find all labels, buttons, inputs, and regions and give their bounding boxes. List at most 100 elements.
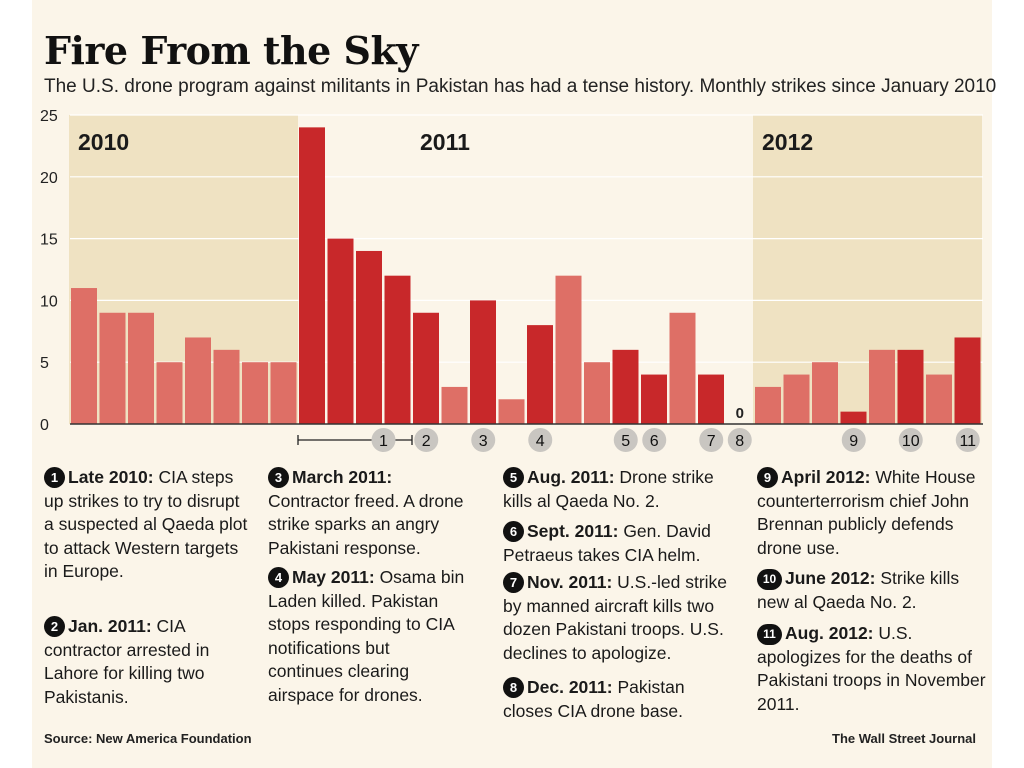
marker-2-icon: 2 xyxy=(44,616,65,637)
bar xyxy=(527,325,553,424)
marker-5-icon: 5 xyxy=(503,467,524,488)
annotation-11-body: U.S. apologizes for the deaths of Pakist… xyxy=(757,623,986,714)
annotation-8-head: Dec. 2011: xyxy=(527,677,613,697)
year-label: 2010 xyxy=(78,129,129,155)
marker-label: 6 xyxy=(650,433,659,450)
y-tick-label: 10 xyxy=(40,293,58,310)
annotation-7-head: Nov. 2011: xyxy=(527,572,613,592)
marker-circle xyxy=(371,428,396,452)
marker-label: 4 xyxy=(536,433,545,450)
annotation-3-head: March 2011: xyxy=(292,467,393,487)
marker-circle xyxy=(727,428,752,452)
marker-label: 1 xyxy=(379,433,388,450)
year-band-1 xyxy=(753,115,982,424)
marker-8-icon: 8 xyxy=(503,677,524,698)
marker-circle xyxy=(955,428,980,452)
marker-3-icon: 3 xyxy=(268,467,289,488)
annotation-6-body: Gen. David Petraeus takes CIA helm. xyxy=(503,521,711,565)
marker-circle xyxy=(613,428,638,452)
annotation-5-body: Drone strike kills al Qaeda No. 2. xyxy=(503,467,714,511)
annotation-5-head: Aug. 2011: xyxy=(527,467,615,487)
chart-subtitle: The U.S. drone program against militants… xyxy=(44,76,997,97)
annotation-10: 10 June 2012: Strike kills new al Qaeda N… xyxy=(757,567,987,614)
marker-10-icon: 10 xyxy=(757,569,782,590)
annotation-5: 5 Aug. 2011: Drone strike kills al Qaeda … xyxy=(503,466,739,513)
bar xyxy=(555,275,582,424)
source-note: Source: New America Foundation xyxy=(44,731,252,746)
annotation-2-body: CIA contractor arrested in Lahore for ki… xyxy=(44,616,210,707)
marker-label: 8 xyxy=(735,433,744,450)
bar xyxy=(612,349,639,424)
marker-7-icon: 7 xyxy=(503,572,524,593)
annotation-9-head: April 2012: xyxy=(781,467,871,487)
marker-label: 2 xyxy=(422,433,431,450)
annotation-7: 7 Nov. 2011: U.S.-led strike by manned ai… xyxy=(503,571,739,665)
annotation-11-head: Aug. 2012: xyxy=(785,623,874,643)
bar xyxy=(755,386,781,424)
bar xyxy=(897,349,924,424)
annotation-3-body: Contractor freed. A drone strike sparks … xyxy=(268,490,464,558)
bar xyxy=(669,312,696,424)
marker-circle xyxy=(642,428,667,452)
publisher-credit: The Wall Street Journal xyxy=(832,731,976,746)
annotation-6: 6 Sept. 2011: Gen. David Petraeus takes C… xyxy=(503,520,739,567)
bar xyxy=(327,238,354,424)
bar xyxy=(954,337,981,424)
marker-9-icon: 9 xyxy=(757,467,778,488)
marker-11-icon: 11 xyxy=(757,624,782,645)
bar xyxy=(71,288,97,424)
marker-label: 11 xyxy=(959,433,976,450)
annotation-2: 2 Jan. 2011: CIA contractor arrested in L… xyxy=(44,615,244,709)
bar xyxy=(869,349,895,424)
annotation-7-body: U.S.-led strike by manned aircraft kills… xyxy=(503,572,728,663)
bar xyxy=(840,411,867,424)
annotation-4-body: Osama bin Laden killed. Pakistan stops r… xyxy=(268,567,465,705)
marker-circle xyxy=(699,428,724,452)
marker-4-icon: 4 xyxy=(268,567,289,588)
bar xyxy=(812,362,838,424)
annotation-1: 1 Late 2010: CIA steps up strikes to try … xyxy=(44,466,252,584)
annotation-4: 4 May 2011: Osama bin Laden killed. Pakis… xyxy=(268,566,468,707)
annotation-1-body: CIA steps up strikes to try to disrupt a… xyxy=(44,467,248,581)
bar xyxy=(128,312,154,424)
bar xyxy=(185,337,211,424)
marker-label: 7 xyxy=(707,433,716,450)
bar xyxy=(698,374,724,424)
bar xyxy=(783,374,810,424)
y-tick-label: 0 xyxy=(40,417,49,434)
annotation-10-head: June 2012: xyxy=(785,568,876,588)
annotation-6-head: Sept. 2011: xyxy=(527,521,619,541)
annotation-8-body: Pakistan closes CIA drone base. xyxy=(503,677,685,721)
y-tick-label: 20 xyxy=(40,170,58,187)
bar xyxy=(413,312,439,424)
bar xyxy=(99,312,126,424)
bar xyxy=(270,362,297,424)
marker-label: 5 xyxy=(621,433,630,450)
y-tick-label: 25 xyxy=(40,108,58,125)
chart-title: Fire From the Sky xyxy=(44,28,418,73)
bar xyxy=(299,127,325,425)
annotation-4-head: May 2011: xyxy=(292,567,375,587)
marker-6-icon: 6 xyxy=(503,521,524,542)
annotation-9-body: White House counterterrorism chief John … xyxy=(757,467,976,558)
bar xyxy=(498,399,525,424)
bar xyxy=(213,349,240,424)
y-tick-label: 5 xyxy=(40,355,49,372)
marker-label: 9 xyxy=(849,433,858,450)
bar xyxy=(156,362,183,424)
bar xyxy=(470,300,496,424)
bar xyxy=(384,275,411,424)
annotation-11: 11 Aug. 2012: U.S. apologizes for the dea… xyxy=(757,622,987,716)
annotation-10-body: Strike kills new al Qaeda No. 2. xyxy=(757,568,960,612)
bar xyxy=(441,386,468,424)
year-label: 2012 xyxy=(762,129,813,155)
marker-circle xyxy=(414,428,439,452)
marker-circle xyxy=(841,428,866,452)
bar xyxy=(584,362,610,424)
year-label: 2011 xyxy=(420,129,470,155)
bar xyxy=(926,374,952,424)
marker-label: 10 xyxy=(902,433,920,450)
annotation-9: 9 April 2012: White House counterterroris… xyxy=(757,466,987,560)
annotation-1-head: Late 2010: xyxy=(68,467,154,487)
